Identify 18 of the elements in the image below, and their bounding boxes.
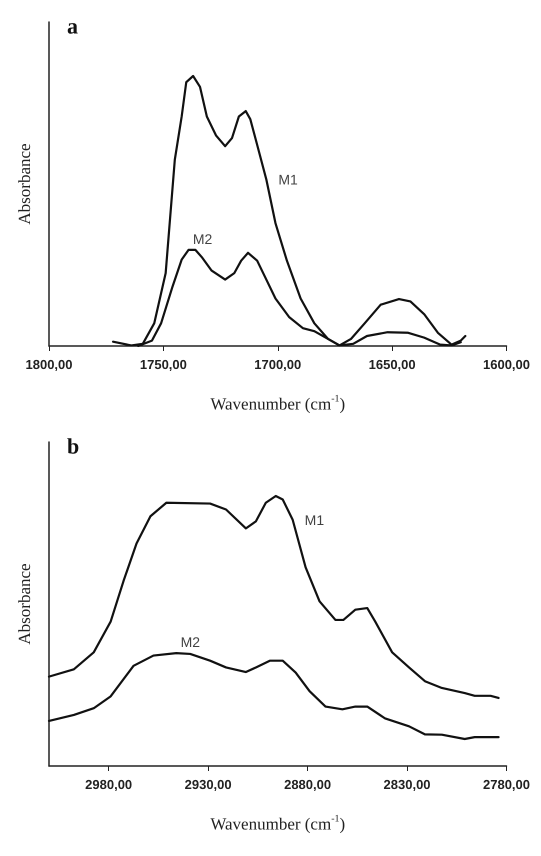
series-label: M2 — [180, 634, 200, 650]
x-tick-label: 2780,00 — [483, 777, 530, 792]
x-tick-label: 1600,00 — [483, 357, 530, 372]
series-label: M1 — [304, 512, 324, 528]
series-label: M1 — [278, 171, 298, 188]
x-tick-label: 2880,00 — [284, 777, 332, 792]
x-tick-label: 1800,00 — [26, 357, 72, 372]
x-tick-label: 2930,00 — [184, 777, 232, 792]
x-tick-label: 1750,00 — [140, 357, 187, 372]
y-axis-title: Absorbance — [15, 143, 34, 225]
chart-title: a — [67, 14, 78, 38]
x-tick-label: 2980,00 — [85, 777, 132, 792]
y-axis-title: Absorbance — [15, 563, 34, 645]
x-tick-label: 1650,00 — [368, 357, 416, 372]
x-tick-label: 2830,00 — [384, 777, 431, 792]
chart-title: b — [67, 434, 80, 458]
x-tick-label: 1700,00 — [254, 357, 302, 372]
series-label: M2 — [192, 230, 212, 247]
